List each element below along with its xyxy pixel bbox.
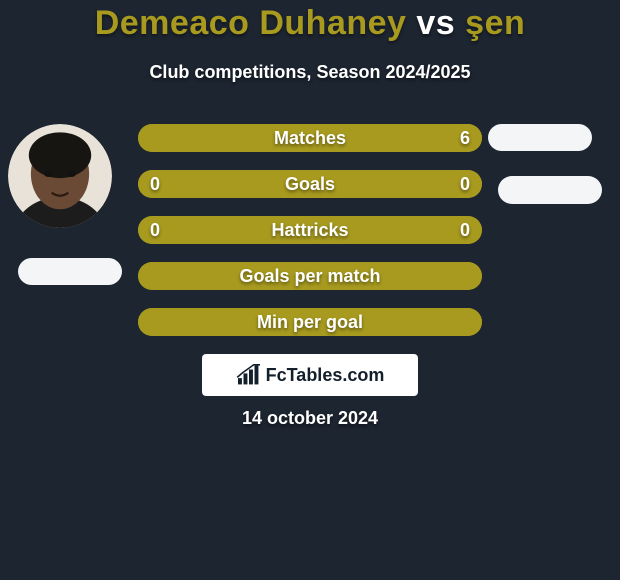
subtitle: Club competitions, Season 2024/2025 bbox=[0, 62, 620, 83]
stat-row-hattricks: Hattricks 0 0 bbox=[138, 216, 482, 244]
date-text: 14 october 2024 bbox=[0, 408, 620, 429]
comparison-card: Demeaco Duhaney vs şen Club competitions… bbox=[0, 0, 620, 580]
brand-box[interactable]: FcTables.com bbox=[202, 354, 418, 396]
stat-fill bbox=[138, 216, 482, 244]
stat-row-gpm: Goals per match bbox=[138, 262, 482, 290]
stat-fill bbox=[138, 262, 482, 290]
stat-row-mpg: Min per goal bbox=[138, 308, 482, 336]
stat-fill bbox=[138, 124, 482, 152]
player1-name: Demeaco Duhaney bbox=[95, 4, 407, 42]
stat-row-goals: Goals 0 0 bbox=[138, 170, 482, 198]
avatar-placeholder-icon bbox=[8, 124, 112, 228]
player2-club-pill-2 bbox=[498, 176, 602, 204]
barchart-icon bbox=[236, 364, 262, 386]
brand-text: FcTables.com bbox=[266, 365, 385, 386]
player2-name: şen bbox=[465, 4, 525, 42]
player2-club-pill bbox=[488, 124, 592, 151]
player1-club-pill bbox=[18, 258, 122, 285]
stat-fill bbox=[138, 308, 482, 336]
stat-row-matches: Matches 6 bbox=[138, 124, 482, 152]
vs-text: vs bbox=[406, 4, 465, 42]
stat-fill bbox=[138, 170, 482, 198]
comparison-title: Demeaco Duhaney vs şen bbox=[0, 4, 620, 43]
player1-avatar bbox=[8, 124, 112, 228]
